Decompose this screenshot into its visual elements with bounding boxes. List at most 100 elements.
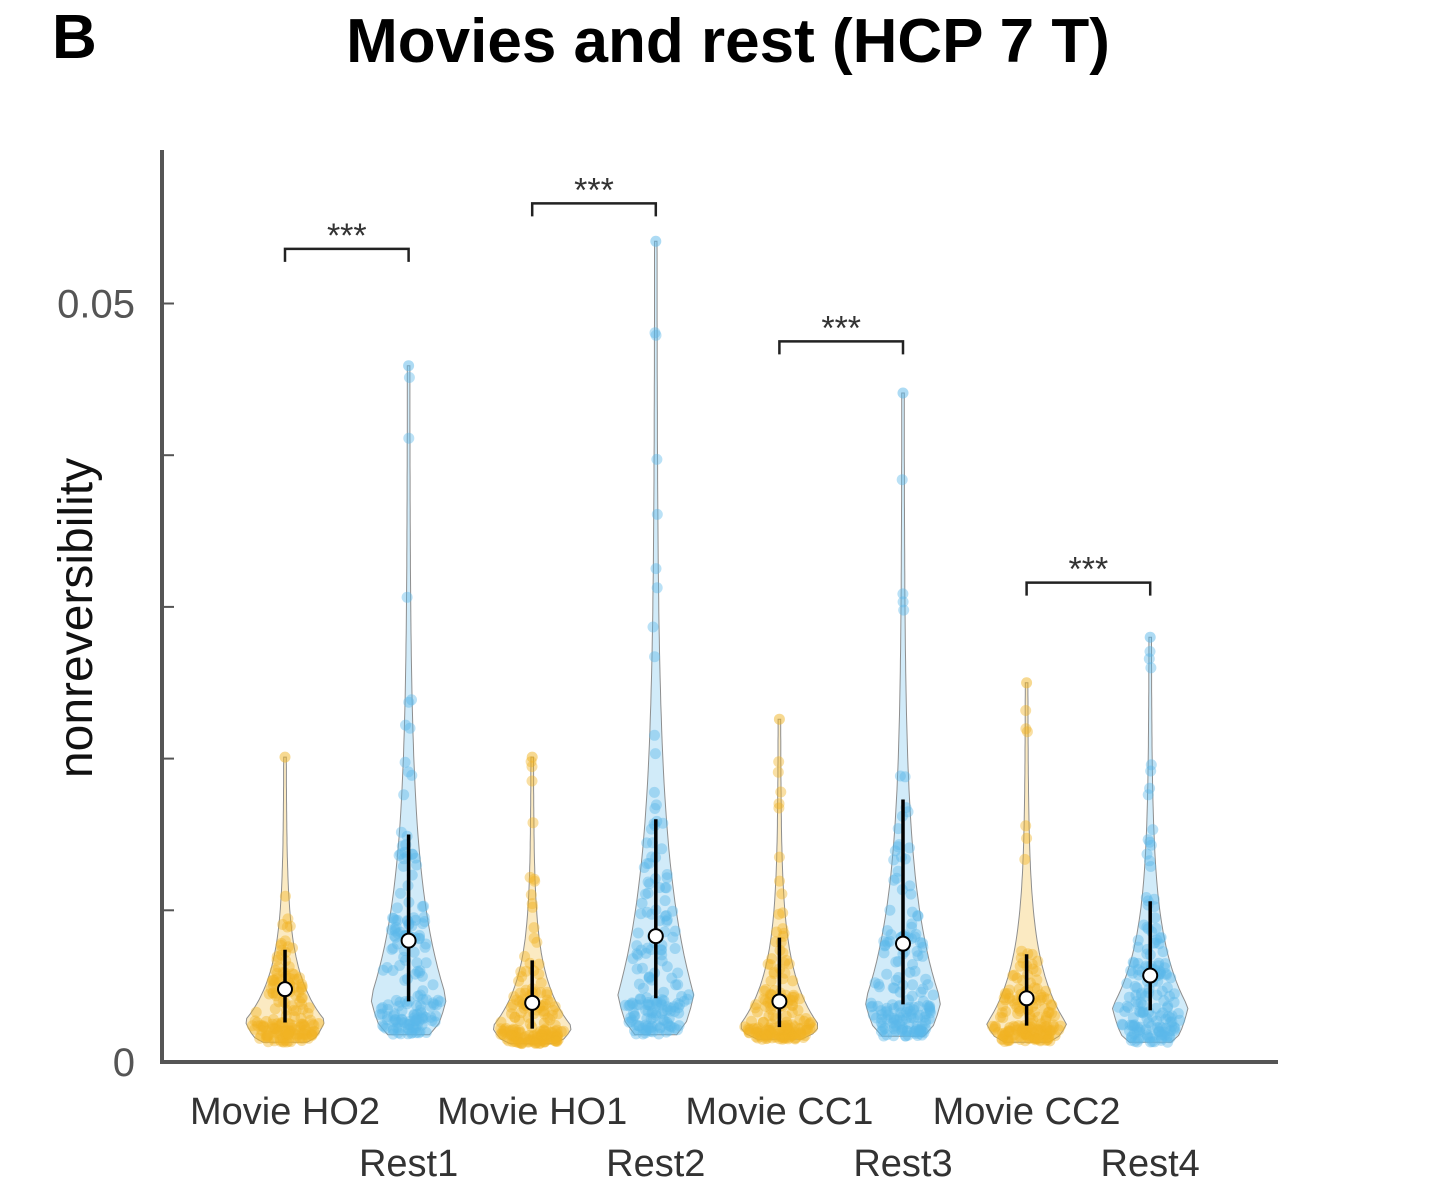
- data-point: [302, 1032, 314, 1044]
- data-point: [656, 949, 668, 961]
- data-point: [495, 1028, 507, 1040]
- data-point: [995, 1011, 1006, 1023]
- data-point: [1143, 653, 1155, 665]
- data-point: [381, 962, 393, 973]
- data-point: [272, 961, 284, 973]
- data-point: [771, 1028, 783, 1040]
- data-point: [759, 985, 770, 997]
- data-point: [382, 1003, 394, 1015]
- data-point: [897, 1021, 909, 1033]
- data-point: [284, 920, 296, 932]
- data-point: [388, 1016, 400, 1028]
- significance-label: ***: [574, 171, 614, 209]
- data-point: [647, 1005, 659, 1017]
- violin-rest3: [865, 387, 941, 1042]
- data-point: [547, 1031, 559, 1043]
- data-point: [1004, 1022, 1016, 1034]
- data-point: [917, 950, 929, 962]
- data-point: [639, 1027, 651, 1039]
- data-point: [676, 991, 688, 1002]
- data-point: [392, 914, 404, 926]
- data-point: [526, 1034, 538, 1046]
- data-point: [763, 1022, 775, 1034]
- data-point: [416, 901, 428, 913]
- data-point: [786, 999, 798, 1011]
- data-point: [429, 1016, 441, 1028]
- data-point: [1047, 1019, 1059, 1031]
- data-point: [1033, 1024, 1045, 1036]
- data-point: [1134, 1024, 1145, 1036]
- data-point: [297, 1003, 309, 1015]
- data-point: [770, 1030, 782, 1042]
- data-point: [418, 911, 430, 923]
- data-point: [404, 722, 416, 734]
- data-point: [778, 927, 790, 939]
- data-point: [390, 994, 402, 1006]
- data-point: [537, 1032, 549, 1044]
- data-point: [903, 1001, 915, 1013]
- data-point: [267, 987, 279, 999]
- data-point: [1163, 1030, 1175, 1042]
- data-point: [392, 938, 403, 950]
- data-point: [803, 1019, 815, 1030]
- data-point: [285, 1026, 297, 1037]
- data-point: [508, 991, 520, 1003]
- data-point: [528, 873, 540, 885]
- data-point: [402, 1023, 414, 1035]
- data-point: [271, 1018, 283, 1030]
- violin-rest4: [1111, 631, 1189, 1048]
- data-point: [782, 1019, 793, 1031]
- data-point: [661, 869, 673, 880]
- data-point: [512, 1036, 524, 1048]
- data-point: [743, 1026, 755, 1038]
- data-point: [411, 1000, 422, 1012]
- data-point: [1039, 1021, 1051, 1033]
- data-point: [1150, 922, 1162, 934]
- data-point: [396, 1014, 408, 1026]
- data-point: [262, 1030, 274, 1041]
- x-tick-label: Movie CC2: [933, 1091, 1121, 1133]
- data-point: [507, 999, 519, 1011]
- data-point: [781, 1022, 793, 1034]
- data-point: [1021, 832, 1033, 844]
- data-point: [626, 997, 638, 1009]
- data-point: [286, 1022, 298, 1034]
- data-point: [908, 1012, 920, 1024]
- data-point: [631, 999, 642, 1011]
- data-point: [777, 1032, 789, 1044]
- data-point: [999, 1027, 1011, 1039]
- data-point: [631, 948, 643, 960]
- data-point: [773, 1033, 785, 1045]
- data-point: [1011, 1001, 1023, 1013]
- data-point: [1144, 646, 1156, 657]
- data-point: [258, 1021, 270, 1033]
- data-point: [282, 1028, 294, 1040]
- data-point: [1029, 1006, 1041, 1018]
- data-point: [538, 1005, 550, 1017]
- data-point: [268, 1022, 280, 1034]
- data-point: [1038, 991, 1050, 1003]
- data-point: [743, 1027, 755, 1039]
- data-point: [1045, 999, 1057, 1011]
- data-point: [752, 1022, 764, 1034]
- data-point: [678, 995, 690, 1007]
- data-point: [408, 946, 420, 958]
- data-point: [1008, 1029, 1020, 1041]
- data-point: [1011, 1024, 1022, 1036]
- data-point: [1149, 937, 1161, 949]
- data-point: [1030, 965, 1042, 977]
- data-point: [636, 962, 648, 974]
- data-point: [289, 1028, 301, 1040]
- data-point: [1020, 723, 1032, 735]
- data-point: [641, 999, 653, 1011]
- data-point: [1132, 934, 1144, 946]
- data-point: [640, 1004, 652, 1016]
- data-point: [651, 996, 663, 1008]
- data-point: [1138, 1006, 1149, 1018]
- data-point: [779, 967, 791, 979]
- data-point: [917, 941, 929, 953]
- data-point: [1046, 1024, 1058, 1036]
- data-point: [389, 1008, 400, 1020]
- data-point: [427, 997, 439, 1009]
- data-point: [263, 988, 275, 1000]
